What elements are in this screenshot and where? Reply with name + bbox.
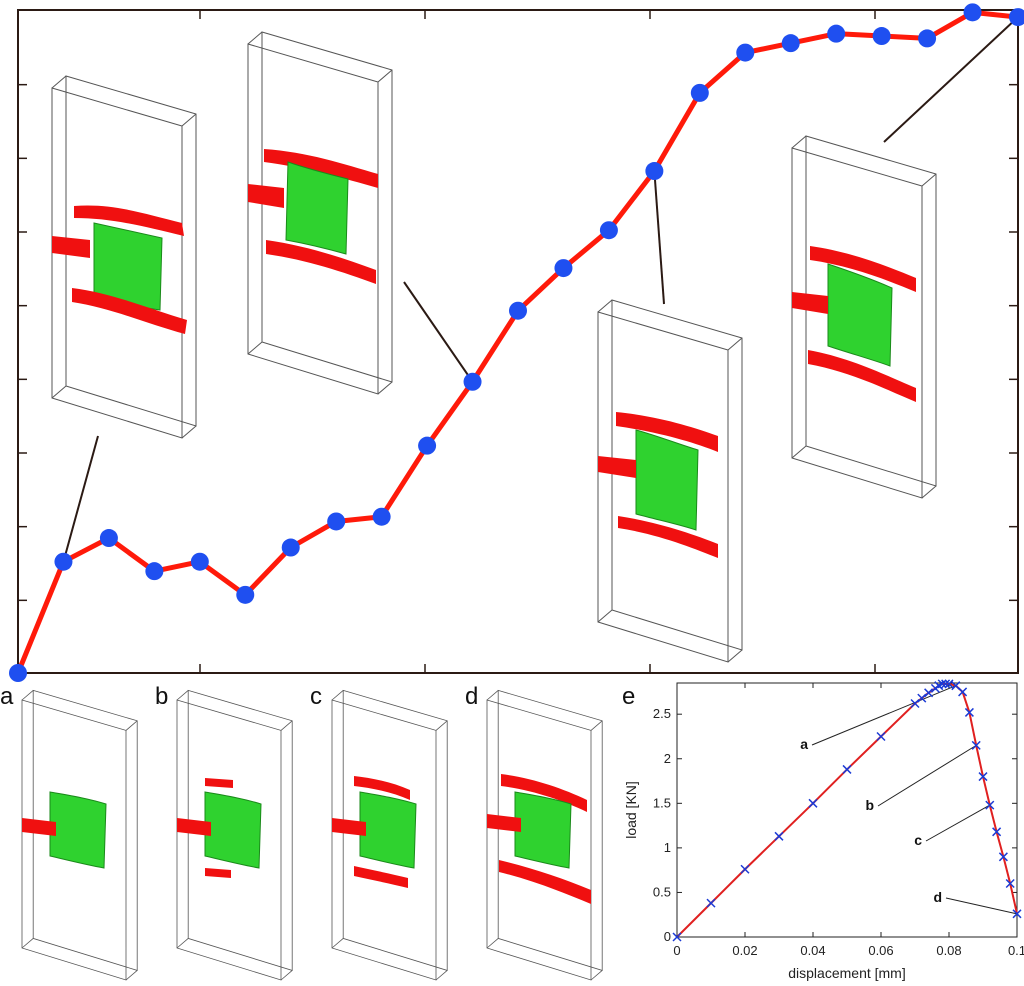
e-annotation-a: a (800, 736, 808, 752)
main-data-point (9, 664, 27, 682)
main-data-point (54, 552, 73, 571)
main-data-point (145, 562, 164, 581)
e-annotation-d: d (933, 889, 942, 905)
e-data-point (774, 831, 784, 841)
main-plot-frame (17, 9, 1019, 674)
e-data-point (998, 852, 1008, 862)
panel-d: d (465, 683, 603, 981)
e-data-point (978, 772, 988, 782)
e-annotations: a b c d (800, 685, 1018, 915)
main-data-point (509, 301, 527, 320)
e-data-point (808, 798, 818, 808)
callout-line-second-inset (403, 281, 474, 383)
e-data-point (924, 688, 934, 698)
e-xtick-label: 0.08 (936, 943, 961, 958)
main-data-point (736, 43, 755, 62)
e-series (672, 679, 1022, 942)
panel-label-a: a (0, 683, 14, 710)
e-annotation-leader-b (877, 744, 977, 807)
e-ylabel: load [KN] (623, 781, 639, 839)
e-xlabel: displacement [mm] (788, 965, 905, 981)
e-data-point (842, 764, 852, 774)
panel-b: b (155, 683, 293, 981)
e-axes: 0 0.02 0.04 0.06 0.08 0.1 0 0.5 1 1.5 2 2.5 (653, 683, 1024, 958)
e-ytick-label: 1 (664, 840, 671, 855)
main-data-point (190, 552, 209, 571)
e-xtick-label: 0.02 (732, 943, 757, 958)
panel-e: e 0 0.02 0.04 0.06 0.08 0.1 0 0.5 1 1.5 2 2.5 displ… (622, 679, 1024, 981)
main-data-point (372, 507, 391, 526)
e-ytick-label: 0 (664, 929, 671, 944)
e-plot-frame (676, 682, 1018, 938)
e-data-point (1005, 878, 1015, 889)
e-data-point (917, 693, 927, 703)
main-data-point (645, 162, 664, 181)
main-axis-ticks (18, 10, 1018, 673)
e-annotation-c: c (914, 832, 922, 848)
main-data-point (463, 372, 482, 391)
e-data-point (910, 698, 920, 709)
main-data-point (418, 436, 437, 455)
callout-line-third-inset (653, 170, 665, 305)
panel-a: a (0, 683, 138, 981)
fourth-inset (791, 135, 937, 499)
e-data-point (740, 864, 750, 874)
e-data-point (1012, 909, 1022, 919)
e-annotation-b: b (865, 797, 874, 813)
second-inset (247, 31, 393, 395)
main-callout-lines (62, 16, 1019, 562)
main-data-point (918, 29, 937, 48)
main-data-point (236, 585, 255, 604)
e-data-point (985, 800, 995, 810)
main-data-point (827, 24, 846, 43)
first-inset (51, 75, 197, 439)
e-annotation-leader-a (811, 685, 956, 746)
e-ytick-label: 2 (664, 751, 671, 766)
e-data-point (941, 679, 951, 689)
e-data-point (964, 707, 974, 717)
callout-line-fourth-inset (883, 16, 1019, 143)
e-data-point (971, 740, 981, 750)
main-data-point (1009, 8, 1024, 27)
e-data-point (706, 898, 716, 908)
main-data-point (599, 221, 618, 240)
callout-line-first-inset (62, 435, 99, 562)
panel-c: c (310, 683, 448, 981)
main-data-point (554, 259, 573, 278)
e-data-point (992, 827, 1002, 837)
main-series (9, 3, 1024, 682)
main-data-point (327, 512, 346, 531)
e-ytick-label: 1.5 (653, 795, 671, 810)
e-ytick-label: 2.5 (653, 706, 671, 721)
e-xtick-label: 0.04 (800, 943, 825, 958)
e-annotation-leader-d (945, 897, 1018, 915)
panel-label-e: e (622, 683, 635, 710)
e-data-point (937, 679, 947, 689)
e-xtick-label: 0.1 (1008, 943, 1024, 958)
e-xtick-label: 0.06 (868, 943, 893, 958)
main-data-point (99, 529, 118, 548)
e-data-point (944, 679, 954, 689)
main-data-point (781, 34, 800, 53)
e-data-point (672, 932, 682, 942)
e-data-point (876, 731, 886, 742)
panel-label-c: c (310, 683, 322, 710)
main-data-point (690, 83, 709, 102)
e-ytick-label: 0.5 (653, 884, 671, 899)
e-annotation-leader-c (925, 804, 991, 842)
main-data-point (281, 538, 300, 557)
e-xtick-label: 0 (673, 943, 680, 958)
main-data-point (872, 27, 891, 46)
main-data-point (963, 3, 982, 22)
e-series-line (676, 682, 1018, 938)
third-inset (597, 299, 743, 663)
e-data-point (958, 687, 968, 697)
main-chart (9, 3, 1024, 682)
panel-label-b: b (155, 683, 168, 710)
panel-label-d: d (465, 683, 478, 710)
